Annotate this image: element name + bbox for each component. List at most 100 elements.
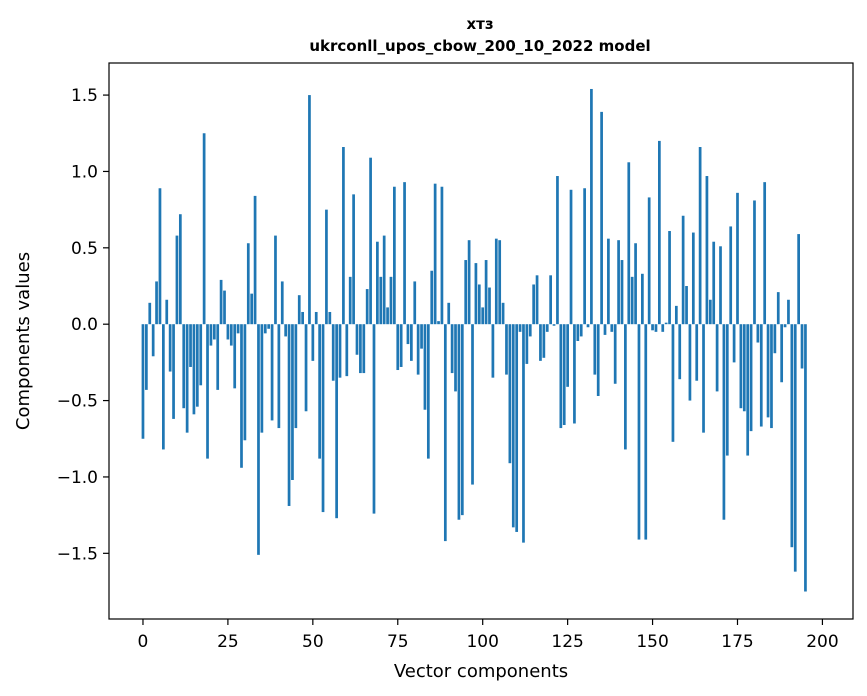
bar-45 xyxy=(294,324,298,429)
bar-5 xyxy=(158,188,162,325)
bar-18 xyxy=(202,133,206,325)
bar-159 xyxy=(681,215,685,325)
bar-161 xyxy=(688,324,692,401)
bar-1 xyxy=(145,324,148,390)
bar-43 xyxy=(287,324,291,506)
x-tick-label: 25 xyxy=(217,632,239,652)
bar-155 xyxy=(668,231,671,325)
bar-177 xyxy=(742,324,746,412)
bar-151 xyxy=(654,324,658,332)
bar-181 xyxy=(756,324,760,343)
bar-15 xyxy=(192,324,196,415)
y-tick-label: 1.0 xyxy=(71,162,98,182)
bar-77 xyxy=(403,182,406,325)
bar-140 xyxy=(617,240,620,325)
bar-53 xyxy=(321,324,325,513)
bar-111 xyxy=(518,324,522,332)
bar-195 xyxy=(804,324,807,592)
bar-27 xyxy=(233,324,237,389)
bar-71 xyxy=(382,235,386,325)
y-tick-label: 0.0 xyxy=(71,315,98,335)
bar-133 xyxy=(593,324,597,375)
bar-48 xyxy=(304,324,308,412)
bar-39 xyxy=(274,235,277,325)
bar-112 xyxy=(522,324,525,543)
bar-41 xyxy=(280,281,284,325)
bar-series xyxy=(141,88,807,592)
bar-191 xyxy=(790,324,794,548)
bar-36 xyxy=(263,324,267,334)
bar-116 xyxy=(535,275,539,325)
bar-67 xyxy=(369,157,372,325)
bar-78 xyxy=(406,324,410,345)
bar-21 xyxy=(212,324,216,340)
bar-137 xyxy=(607,238,610,325)
bar-55 xyxy=(328,311,332,325)
bar-80 xyxy=(413,281,417,325)
bar-81 xyxy=(416,324,420,375)
y-tick-label: 0.5 xyxy=(71,239,98,259)
bar-130 xyxy=(583,188,586,325)
bar-190 xyxy=(787,299,790,325)
bar-23 xyxy=(219,279,223,325)
bar-37 xyxy=(267,324,271,329)
bar-187 xyxy=(776,292,780,325)
bar-65 xyxy=(362,324,366,374)
bar-90 xyxy=(447,302,451,325)
bar-107 xyxy=(505,324,508,375)
bar-120 xyxy=(549,275,552,325)
bar-127 xyxy=(573,324,576,424)
bar-94 xyxy=(460,324,464,516)
bar-74 xyxy=(393,186,396,325)
plot-area-frame xyxy=(108,62,854,620)
bar-183 xyxy=(763,182,767,325)
bar-44 xyxy=(291,324,294,480)
bar-149 xyxy=(647,197,651,325)
bar-156 xyxy=(671,324,675,442)
bar-121 xyxy=(552,324,556,326)
bar-124 xyxy=(562,324,566,426)
bar-125 xyxy=(566,324,569,387)
bar-100 xyxy=(481,307,485,325)
bar-110 xyxy=(515,324,519,532)
bar-8 xyxy=(168,324,172,372)
bar-174 xyxy=(732,324,736,363)
bar-188 xyxy=(780,324,784,383)
bar-9 xyxy=(172,324,175,419)
bar-189 xyxy=(783,324,787,328)
bar-25 xyxy=(226,324,230,340)
bar-46 xyxy=(297,295,301,325)
bar-126 xyxy=(569,189,573,325)
bar-166 xyxy=(705,176,709,325)
bar-167 xyxy=(708,299,712,325)
bar-22 xyxy=(216,324,220,390)
bar-10 xyxy=(175,235,179,325)
bar-34 xyxy=(257,324,260,555)
bar-2 xyxy=(148,302,152,325)
bar-54 xyxy=(325,209,328,325)
bar-38 xyxy=(270,324,274,421)
bar-113 xyxy=(525,324,529,364)
bar-51 xyxy=(314,311,318,325)
bar-114 xyxy=(528,324,532,337)
bar-98 xyxy=(474,263,478,325)
bar-91 xyxy=(450,324,454,374)
bar-158 xyxy=(678,324,682,380)
bar-66 xyxy=(365,289,369,325)
bar-179 xyxy=(749,324,753,432)
bar-7 xyxy=(165,299,169,325)
bar-101 xyxy=(484,260,488,325)
bar-102 xyxy=(488,287,491,325)
bar-58 xyxy=(338,324,342,378)
bar-180 xyxy=(753,200,756,325)
bar-139 xyxy=(613,324,617,384)
bar-92 xyxy=(454,324,457,392)
bar-153 xyxy=(661,324,665,332)
bar-122 xyxy=(556,176,559,325)
bar-17 xyxy=(199,324,203,386)
bar-171 xyxy=(722,324,726,520)
bar-19 xyxy=(206,324,209,459)
bar-178 xyxy=(746,324,750,456)
bar-103 xyxy=(491,324,495,378)
